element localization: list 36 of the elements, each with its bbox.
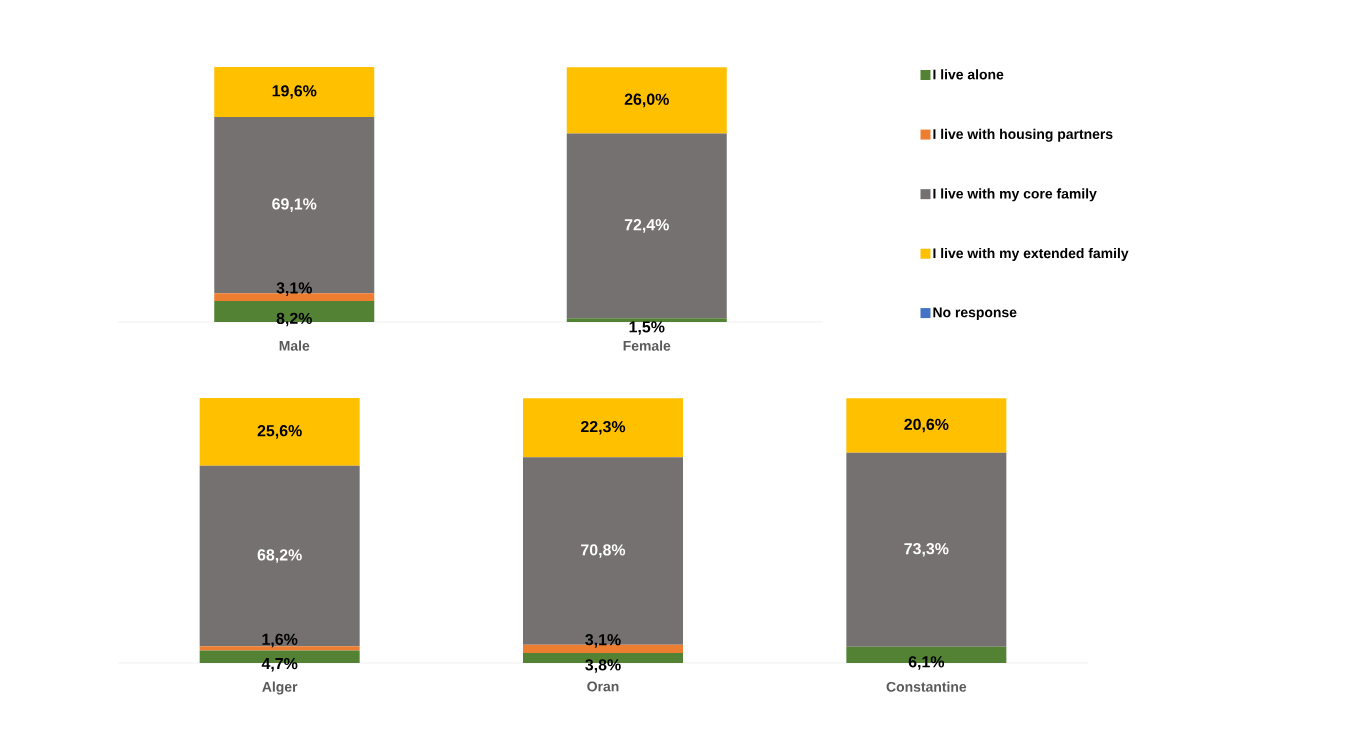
bar (199, 646, 360, 651)
data-label: 3,8% (585, 659, 621, 673)
data-label: 3,1% (276, 282, 312, 296)
x-tick-label: Female (623, 340, 671, 351)
bar (566, 318, 727, 322)
data-label: 1,6% (262, 633, 298, 648)
legend-label: I live with my core family (933, 188, 1097, 202)
bar (523, 398, 684, 458)
data-label: 22,3% (580, 420, 626, 435)
bar (566, 67, 727, 134)
data-label: 70,8% (581, 544, 626, 558)
x-tick-label: Male (279, 340, 310, 351)
bar (566, 133, 727, 319)
data-label: 1,5% (629, 321, 665, 335)
bar (199, 398, 360, 466)
data-label: 26,0% (624, 93, 669, 108)
x-tick-label: Alger (262, 681, 298, 695)
bar (214, 116, 375, 294)
legend-label: I live alone (933, 69, 1004, 80)
data-label: 68,2% (257, 549, 302, 563)
legend-label: I live with my extended family (933, 247, 1129, 261)
data-label: 69,1% (272, 198, 317, 212)
bar (214, 66, 375, 117)
data-label: 25,6% (257, 425, 302, 439)
x-tick-label: Oran (587, 681, 619, 692)
data-label: 19,6% (272, 85, 317, 99)
legend-label: I live with housing partners (933, 128, 1113, 142)
bar (846, 452, 1007, 647)
bar (199, 465, 360, 647)
data-label: 3,1% (585, 634, 621, 648)
data-label: 73,3% (904, 543, 949, 557)
legend-label: No response (933, 307, 1017, 321)
bar (846, 398, 1007, 453)
x-tick-label: Constantine (886, 681, 967, 692)
data-label: 20,6% (904, 418, 949, 433)
data-label: 72,4% (624, 219, 669, 233)
